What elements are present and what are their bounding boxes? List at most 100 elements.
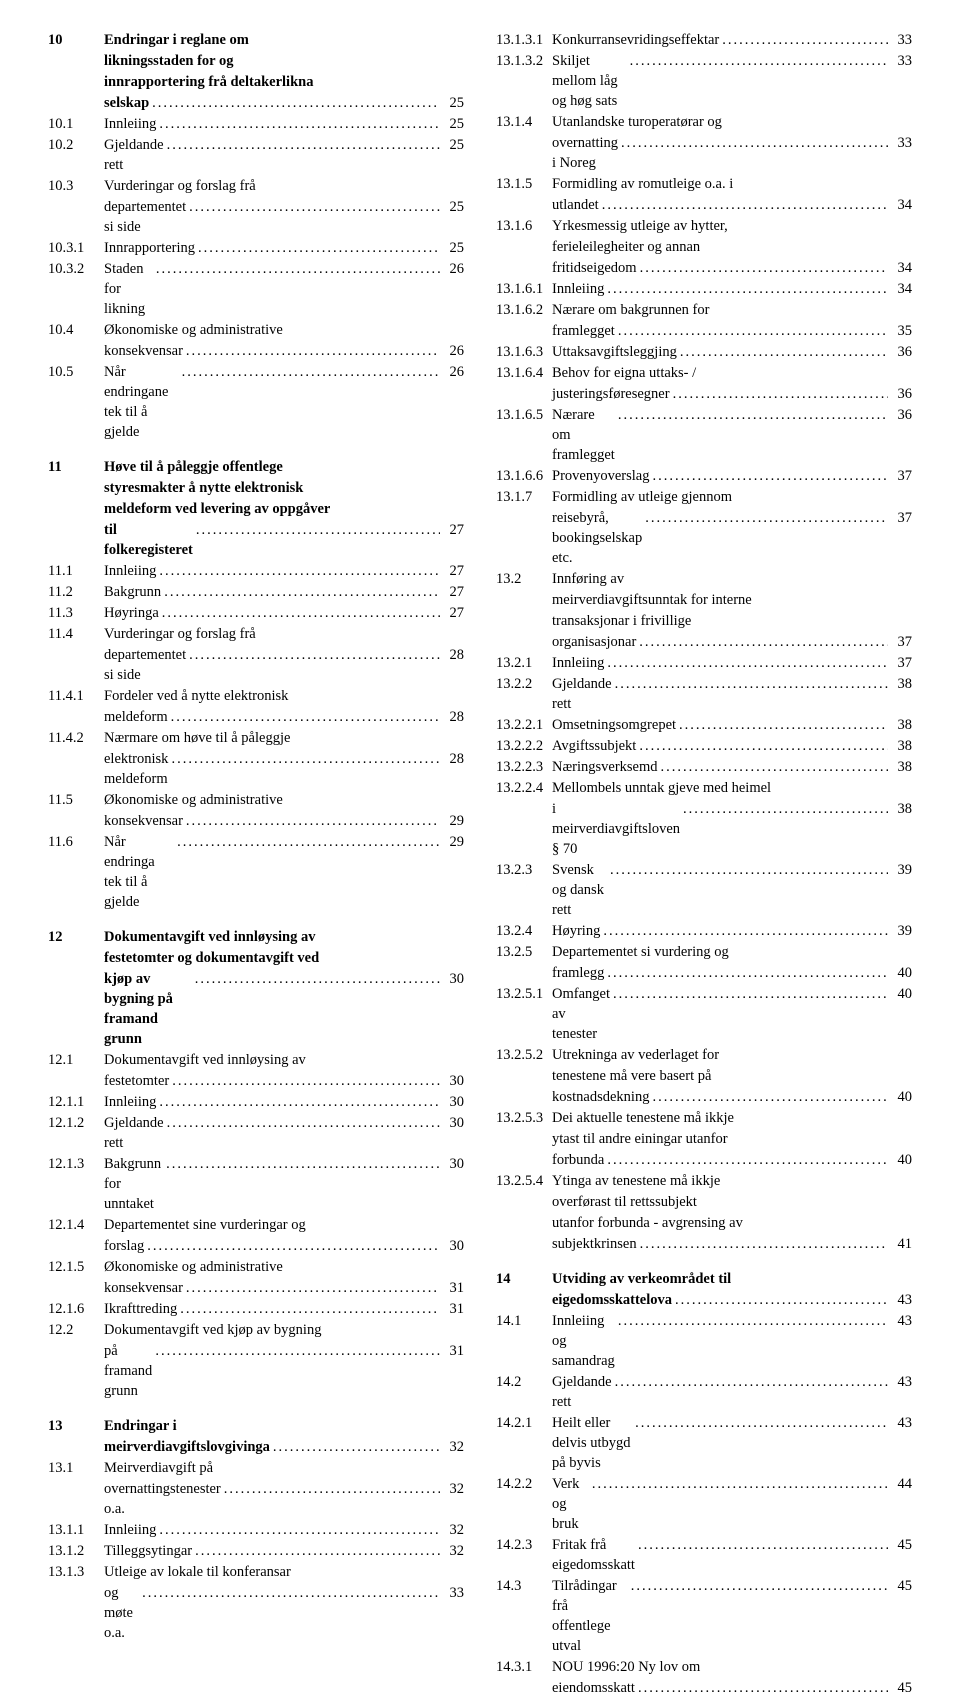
toc-leader <box>156 114 440 134</box>
toc-number: 13.1.3 <box>48 1562 104 1582</box>
toc-entry: 12.1.4Departementet sine vurderingar ogf… <box>48 1215 464 1257</box>
toc-title: Innleiing <box>104 1092 156 1112</box>
toc-leader <box>615 1311 888 1331</box>
toc-leader <box>615 405 888 425</box>
toc-title: meirverdiavgiftslovgivinga <box>104 1437 270 1457</box>
toc-entry: 13.2.5.3Dei aktuelle tenestene må ikkjey… <box>496 1108 912 1171</box>
toc-title: Konkurransevridingseffektar <box>552 30 719 50</box>
toc-page: 36 <box>888 405 912 425</box>
toc-number: 13.2.3 <box>496 860 552 880</box>
toc-number: 13.2.1 <box>496 653 552 673</box>
toc-title: festetomter <box>104 1071 169 1091</box>
toc-number: 14.3.1 <box>496 1657 552 1677</box>
toc-leader <box>615 321 888 341</box>
toc-title: justeringsføresegner <box>552 384 670 404</box>
toc-number: 13.1.3.2 <box>496 51 552 71</box>
toc-page: 38 <box>888 736 912 756</box>
toc-leader <box>604 653 888 673</box>
toc-page: 28 <box>440 645 464 665</box>
toc-title: til folkeregisteret <box>104 520 193 560</box>
toc-title: Vurderingar og forslag frå <box>104 176 256 196</box>
toc-leader <box>628 1576 888 1596</box>
toc-entry: 13.1.6.6Provenyoverslag37 <box>496 466 912 486</box>
toc-page: 26 <box>440 362 464 382</box>
toc-title: Innleiing og samandrag <box>552 1311 615 1371</box>
toc-number: 13.1.6.4 <box>496 363 552 383</box>
toc-leader <box>168 749 440 769</box>
toc-entry: 11.4.1Fordeler ved å nytte elektroniskme… <box>48 686 464 728</box>
toc-leader <box>636 632 888 652</box>
toc-page: 30 <box>440 1113 464 1133</box>
toc-entry: 13.2.2.4Mellombels unntak gjeve med heim… <box>496 778 912 860</box>
toc-entry: 10.1Innleiing25 <box>48 114 464 134</box>
toc-page: 33 <box>440 1583 464 1603</box>
toc-title: innrapportering frå deltakerlikna <box>104 72 313 92</box>
toc-title: Vurderingar og forslag frå <box>104 624 256 644</box>
toc-entry: 12.1.1Innleiing30 <box>48 1092 464 1112</box>
toc-title: likningsstaden for og <box>104 51 233 71</box>
toc-title: reisebyrå, bookingselskap etc. <box>552 508 642 568</box>
toc-number: 13.1.6.5 <box>496 405 552 425</box>
toc-leader <box>164 135 440 155</box>
toc-page: 25 <box>440 238 464 258</box>
toc-title: meldeform ved levering av oppgåver <box>104 499 330 519</box>
toc-number: 12.1.1 <box>48 1092 104 1112</box>
toc-title: ytast til andre einingar utanfor <box>552 1129 728 1149</box>
toc-title: Tilleggsytingar <box>104 1541 192 1561</box>
toc-page: 30 <box>440 969 464 989</box>
toc-page: 38 <box>888 715 912 735</box>
toc-title: Når endringa tek til å gjelde <box>104 832 174 912</box>
toc-page: 43 <box>888 1372 912 1392</box>
toc-page: 36 <box>888 384 912 404</box>
toc-leader <box>676 715 888 735</box>
toc-title: Innleiing <box>104 1520 156 1540</box>
toc-entry: 13.1.6.4Behov for eigna uttaks- /justeri… <box>496 363 912 405</box>
toc-entry: 13.1.2Tilleggsytingar32 <box>48 1541 464 1561</box>
toc-number: 14.1 <box>496 1311 552 1331</box>
toc-number: 14.3 <box>496 1576 552 1596</box>
toc-page: 37 <box>888 466 912 486</box>
toc-entry: 12Dokumentavgift ved innløysing avfestet… <box>48 927 464 1050</box>
toc-leader <box>174 832 440 852</box>
toc-title: Avgiftssubjekt <box>552 736 636 756</box>
toc-title: kjøp av bygning på framand grunn <box>104 969 192 1049</box>
toc-leader <box>642 508 888 528</box>
toc-title: Utviding av verkeområdet til <box>552 1269 731 1289</box>
toc-title: Gjeldande rett <box>552 1372 612 1412</box>
toc-page: 26 <box>440 259 464 279</box>
toc-title: Høyringa <box>104 603 159 623</box>
toc-leader <box>179 362 440 382</box>
toc-page: 40 <box>888 963 912 983</box>
toc-leader <box>600 921 888 941</box>
toc-page: 30 <box>440 1236 464 1256</box>
toc-leader <box>649 466 888 486</box>
toc-title: fritidseigedom <box>552 258 637 278</box>
toc-page: 34 <box>888 258 912 278</box>
toc-number: 13.2.5.2 <box>496 1045 552 1065</box>
toc-entry: 11.4.2Nærmare om høve til å påleggjeelek… <box>48 728 464 790</box>
toc-leader <box>635 1678 888 1698</box>
toc-number: 13.1.1 <box>48 1520 104 1540</box>
toc-title: Behov for eigna uttaks- / <box>552 363 696 383</box>
toc-number: 12 <box>48 927 104 947</box>
toc-page: 40 <box>888 1087 912 1107</box>
toc-page: 29 <box>440 832 464 852</box>
toc-leader <box>156 1092 440 1112</box>
toc-number: 13.1.2 <box>48 1541 104 1561</box>
toc-page: 34 <box>888 195 912 215</box>
toc-container: 10Endringar i reglane omlikningsstaden f… <box>48 30 912 1699</box>
toc-page: 40 <box>888 1150 912 1170</box>
toc-title: Innføring av <box>552 569 624 589</box>
toc-entry: 13.1.6Yrkesmessig utleige av hytter,feri… <box>496 216 912 279</box>
toc-title: styresmakter å nytte elektronisk <box>104 478 303 498</box>
toc-title: utlandet <box>552 195 599 215</box>
toc-leader <box>153 259 440 279</box>
toc-title: Innrapportering <box>104 238 195 258</box>
toc-number: 13.2.2.4 <box>496 778 552 798</box>
toc-title: Endringar i <box>104 1416 177 1436</box>
toc-gap <box>496 1255 912 1269</box>
toc-page: 39 <box>888 860 912 880</box>
toc-title: Fritak frå eigedomsskatt <box>552 1535 635 1575</box>
toc-entry: 13.2.2Gjeldande rett38 <box>496 674 912 714</box>
toc-number: 14.2.3 <box>496 1535 552 1555</box>
